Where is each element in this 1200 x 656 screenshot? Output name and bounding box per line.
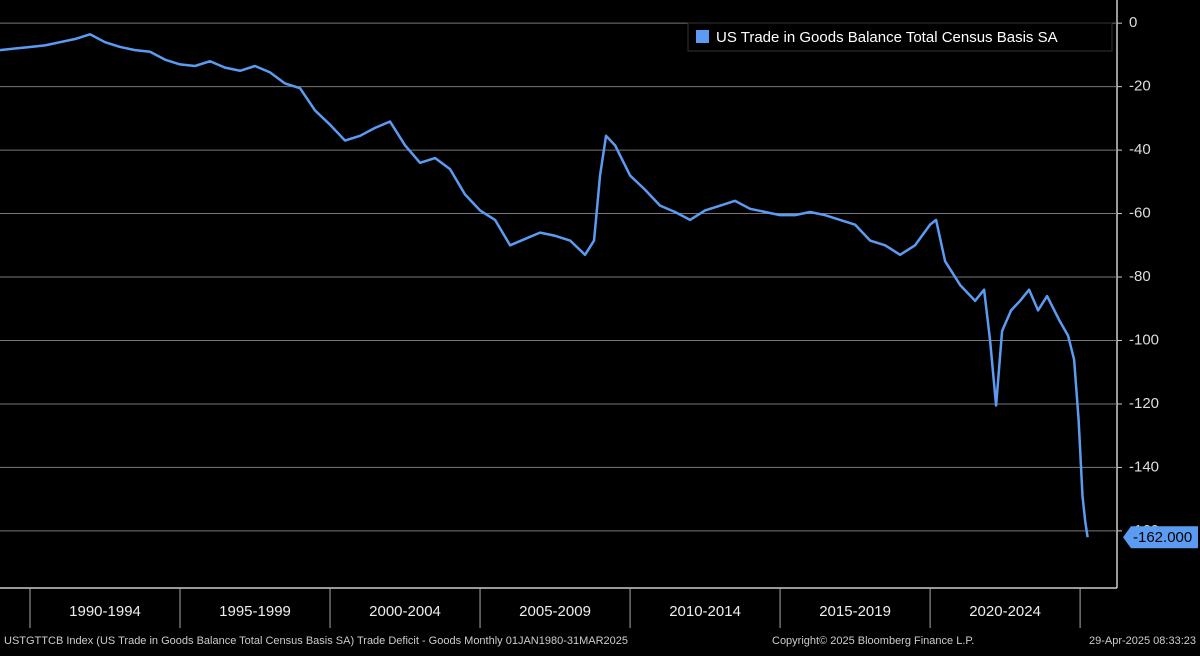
x-tick-label: 2000-2004: [369, 603, 441, 620]
y-tick-label: 0: [1129, 14, 1137, 31]
x-tick-label: 2020-2024: [969, 603, 1041, 620]
legend-swatch: [696, 30, 709, 43]
x-tick-label: 2010-2014: [669, 603, 741, 620]
legend-label: US Trade in Goods Balance Total Census B…: [716, 29, 1058, 46]
footer-copyright: Copyright© 2025 Bloomberg Finance L.P.: [772, 635, 974, 647]
y-tick-label: -80: [1129, 268, 1151, 285]
data-line: [0, 33, 1089, 538]
footer-date: 29-Apr-2025 08:33:23: [1089, 635, 1196, 647]
x-tick-label: 2005-2009: [519, 603, 591, 620]
legend-box: [687, 22, 1113, 52]
x-tick-label: 1990-1994: [69, 603, 141, 620]
footer-source: USTGTTCB Index (US Trade in Goods Balanc…: [4, 635, 628, 647]
y-tick-label: -140: [1129, 458, 1159, 475]
y-tick-label: -100: [1129, 331, 1159, 348]
x-tick-label: 1995-1999: [219, 603, 291, 620]
last-value-tag: [1123, 526, 1198, 549]
y-tick-label: -40: [1129, 141, 1151, 158]
x-tick-label: 2015-2019: [819, 603, 891, 620]
y-tick-label: -120: [1129, 395, 1159, 412]
y-tick-label: -60: [1129, 205, 1151, 222]
last-value-label: -162.000: [1133, 529, 1192, 546]
y-tick-label: -20: [1129, 78, 1151, 95]
